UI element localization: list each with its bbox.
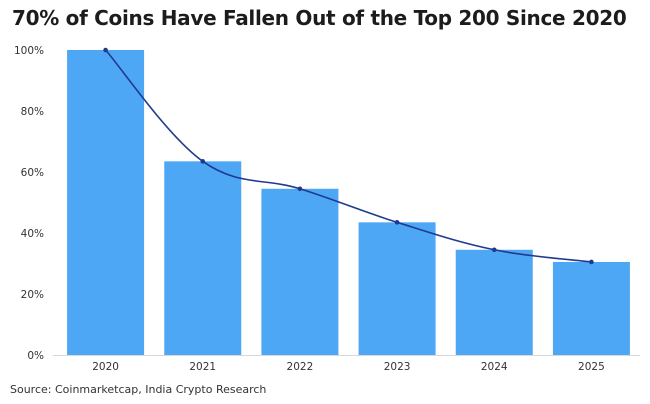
source-note: Source: Coinmarketcap, India Crypto Rese… (10, 383, 267, 396)
trend-point-2025 (589, 259, 594, 265)
trend-point-2022 (297, 186, 303, 192)
x-tick-label: 2023 (384, 361, 411, 373)
y-tick-label: 60% (21, 167, 44, 179)
bars-group (67, 50, 630, 355)
bar-2025 (552, 261, 630, 355)
trend-point-2020 (103, 47, 108, 53)
chart-title: 70% of Coins Have Fallen Out of the Top … (12, 6, 627, 30)
bar-2024 (455, 249, 533, 355)
bar-2022 (261, 188, 339, 355)
y-tick-label: 0% (27, 350, 44, 362)
y-tick-label: 100% (14, 45, 44, 57)
y-tick-label: 80% (21, 106, 44, 118)
trend-point-2021 (200, 159, 206, 164)
x-tick-label: 2020 (92, 361, 119, 373)
y-tick-label: 40% (21, 228, 44, 240)
bar-2023 (358, 222, 436, 355)
trend-point-2024 (491, 247, 497, 253)
y-axis-tick-labels: 0% 20% 40% 60% 80% 100% (14, 45, 44, 362)
x-tick-label: 2025 (578, 361, 605, 373)
trend-point-2023 (394, 220, 400, 225)
x-tick-label: 2022 (287, 361, 314, 373)
x-tick-label: 2021 (189, 361, 216, 373)
x-tick-label: 2024 (481, 361, 508, 373)
bar-2021 (164, 161, 242, 355)
y-tick-label: 20% (21, 289, 44, 301)
bar-2020 (67, 50, 145, 355)
x-axis-tick-labels: 2020 2021 2022 2023 2024 2025 (92, 361, 605, 373)
trend-line-group (103, 47, 594, 265)
